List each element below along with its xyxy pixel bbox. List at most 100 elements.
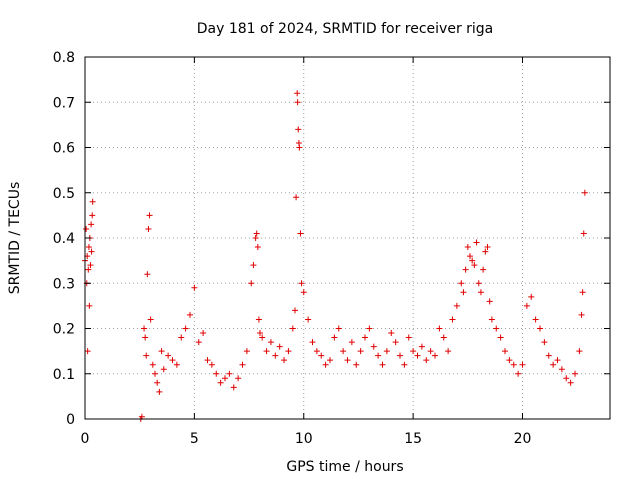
data-point xyxy=(322,361,329,368)
data-point xyxy=(250,262,257,269)
data-point xyxy=(257,330,263,337)
x-tick-label: 5 xyxy=(190,431,199,447)
axis-ticks: 0 0.1 0.2 0.3 0.4 0.5 0.6 0.7 0.8 0 5 10 15 20 xyxy=(53,50,610,447)
data-point xyxy=(579,289,586,296)
data-point xyxy=(519,361,526,368)
data-point xyxy=(309,339,316,346)
x-tick-label: 0 xyxy=(81,431,90,447)
data-point xyxy=(294,99,301,106)
data-point xyxy=(370,343,377,350)
data-point xyxy=(147,316,154,323)
data-point xyxy=(222,375,228,382)
y-tick-label: 0.6 xyxy=(53,141,75,157)
plot-frame xyxy=(84,56,611,420)
data-point xyxy=(200,330,207,337)
data-point xyxy=(510,361,517,368)
data-point xyxy=(272,352,279,359)
data-point xyxy=(305,316,312,323)
x-tick-label: 20 xyxy=(514,431,532,447)
data-point xyxy=(563,375,570,382)
data-point xyxy=(169,357,176,364)
data-point xyxy=(484,244,491,251)
data-point xyxy=(294,90,301,97)
data-point xyxy=(405,334,412,341)
data-point xyxy=(253,230,260,237)
data-point xyxy=(146,212,153,219)
data-point xyxy=(144,271,151,278)
data-point xyxy=(554,357,561,364)
data-point xyxy=(239,361,246,368)
data-point xyxy=(141,325,148,332)
data-point xyxy=(195,339,202,346)
data-point xyxy=(578,311,585,318)
data-point xyxy=(541,339,548,346)
data-point xyxy=(182,325,189,332)
data-point xyxy=(289,325,296,332)
data-point xyxy=(383,348,390,355)
data-point xyxy=(89,212,96,219)
data-point xyxy=(292,307,298,314)
data-point xyxy=(471,262,478,269)
data-point xyxy=(267,339,274,346)
data-point xyxy=(572,370,578,377)
data-point xyxy=(187,311,193,318)
data-point xyxy=(298,280,305,287)
data-point xyxy=(427,348,434,355)
y-tick-label: 0.2 xyxy=(53,322,75,338)
data-point xyxy=(297,230,304,237)
data-point xyxy=(86,302,93,309)
data-point xyxy=(84,348,91,355)
data-point xyxy=(486,298,493,305)
data-point xyxy=(154,379,161,386)
data-point xyxy=(401,361,408,368)
data-point xyxy=(235,375,242,382)
data-point xyxy=(263,348,270,355)
y-axis-label: SRMTID / TECUs xyxy=(7,182,23,295)
data-point xyxy=(379,361,386,368)
data-point xyxy=(418,343,425,350)
chart-title: Day 181 of 2024, SRMTID for receiver rig… xyxy=(197,21,494,37)
data-point xyxy=(488,316,495,323)
data-point xyxy=(545,352,552,359)
data-point xyxy=(528,293,535,300)
data-point xyxy=(296,144,303,151)
data-point xyxy=(357,348,364,355)
data-point xyxy=(226,370,233,377)
data-point xyxy=(348,339,355,346)
data-point xyxy=(493,325,500,332)
data-point xyxy=(255,316,262,323)
data-point xyxy=(191,284,198,291)
data-point xyxy=(83,225,90,232)
data-point xyxy=(344,357,351,364)
data-point xyxy=(156,388,163,395)
data-point xyxy=(158,348,165,355)
x-tick-label: 15 xyxy=(404,431,422,447)
data-point xyxy=(254,244,261,251)
data-point xyxy=(165,352,172,359)
data-point xyxy=(445,348,452,355)
data-point xyxy=(460,289,467,296)
data-point xyxy=(392,339,399,346)
data-point xyxy=(88,248,95,255)
data-point xyxy=(353,361,360,368)
data-point xyxy=(335,325,342,332)
data-point xyxy=(152,370,158,377)
data-point xyxy=(388,330,395,337)
y-tick-label: 0.5 xyxy=(53,186,75,202)
data-point xyxy=(145,225,152,232)
data-point xyxy=(515,370,522,377)
data-point xyxy=(293,194,300,201)
data-point xyxy=(204,357,211,364)
data-point xyxy=(89,198,96,205)
data-point xyxy=(506,357,513,364)
data-point xyxy=(469,257,476,264)
data-point xyxy=(432,352,438,359)
data-point xyxy=(537,325,543,332)
data-point xyxy=(276,343,283,350)
data-point xyxy=(477,289,484,296)
data-point xyxy=(362,334,368,341)
data-point xyxy=(576,348,583,355)
data-point xyxy=(149,361,156,368)
data-point xyxy=(178,334,185,341)
